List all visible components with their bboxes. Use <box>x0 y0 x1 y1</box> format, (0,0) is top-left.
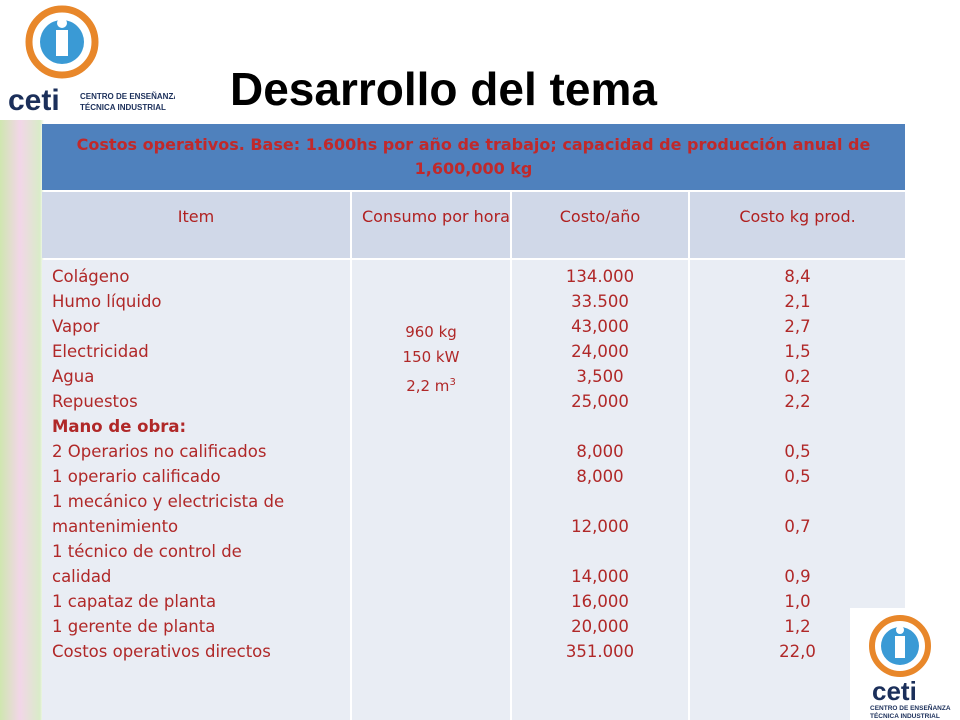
cell-line: 33.500 <box>571 292 629 311</box>
cell-line: 2,1 <box>784 292 811 311</box>
cell-line: 1,0 <box>784 592 811 611</box>
cell-line: 134.000 <box>565 267 635 286</box>
cell: 134.000 33.500 43,000 24,000 3,500 25,000 8,00… <box>512 260 688 720</box>
cell-line: 8,4 <box>784 267 811 286</box>
cell-line: 8,000 <box>576 467 624 486</box>
cell-line: 1,5 <box>784 342 811 361</box>
superscript: 3 <box>449 377 456 388</box>
cell: 960 kg 150 kW 2,2 m3 <box>352 260 510 720</box>
logo-name: ceti <box>8 84 60 117</box>
column-header: Consumo por hora <box>352 192 510 258</box>
logo-line: TÉCNICA INDUSTRIAL <box>870 711 940 720</box>
column-header: Item <box>42 192 350 258</box>
cell-line: 1 técnico de control de <box>52 542 242 561</box>
cell-line: 960 kg <box>352 320 510 345</box>
cell-line: Repuestos <box>52 392 138 411</box>
cell-line: 0,2 <box>784 367 811 386</box>
cell-line: 2,2 <box>784 392 811 411</box>
cell-line: 0,5 <box>784 442 811 461</box>
cell-line: 2,2 m3 <box>352 370 510 399</box>
table-caption: Costos operativos. Base: 1.600hs por año… <box>42 124 905 190</box>
cell-line: 0,9 <box>784 567 811 586</box>
cell-line: Costos operativos directos <box>52 642 271 661</box>
cell: Colágeno Humo líquido Vapor Electricidad Agu… <box>42 260 350 720</box>
cell-text: 960 kg <box>405 323 457 341</box>
cell-text: 2,2 m <box>406 377 450 395</box>
cell-line: 22,0 <box>779 642 816 661</box>
cell-line: Electricidad <box>52 342 149 361</box>
column-header: Costo/año <box>512 192 688 258</box>
cell-line: 1 mecánico y electricista de <box>52 492 285 511</box>
cell-line: 12,000 <box>571 517 629 536</box>
cell-line: 43,000 <box>571 317 629 336</box>
cell-line: 0,7 <box>784 517 811 536</box>
cell-line: 351.000 <box>565 642 635 661</box>
cell-line: Agua <box>52 367 95 386</box>
cell-line: 1,2 <box>784 617 811 636</box>
column-header: Costo kg prod. <box>690 192 905 258</box>
cell-line: 2 Operarios no calificados <box>52 442 267 461</box>
cell-text: 150 kW <box>402 348 460 366</box>
cell-line: Colágeno <box>52 267 130 286</box>
logo-line: TÉCNICA INDUSTRIAL <box>80 103 166 112</box>
cell-line: 24,000 <box>571 342 629 361</box>
logo-name: ceti <box>872 676 917 706</box>
cell-line: 1 operario calificado <box>52 467 221 486</box>
cell-line: 8,000 <box>576 442 624 461</box>
logo-line: CENTRO DE ENSEÑANZA <box>870 703 951 712</box>
cell-line: mantenimiento <box>52 517 179 536</box>
logo-line: CENTRO DE ENSEÑANZA <box>80 92 175 101</box>
cell-line: 1 capataz de planta <box>52 592 217 611</box>
cell-line: 1 gerente de planta <box>52 617 216 636</box>
cell-line: 20,000 <box>571 617 629 636</box>
cell-line: 0,5 <box>784 467 811 486</box>
cell-line: calidad <box>52 567 112 586</box>
cell-line: 150 kW <box>352 345 510 370</box>
cell-line: Humo líquido <box>52 292 162 311</box>
cell-line: 14,000 <box>571 567 629 586</box>
cell-line: Mano de obra: <box>52 417 187 436</box>
cell-line: 25,000 <box>571 392 629 411</box>
cell-line: 16,000 <box>571 592 629 611</box>
title: Desarrollo del tema <box>230 63 657 115</box>
cell-line: 3,500 <box>576 367 624 386</box>
cell-line: 2,7 <box>784 317 811 336</box>
logo: ceti CENTRO DE ENSEÑANZA TÉCNICA INDUSTR… <box>850 608 960 720</box>
cell-line: Vapor <box>52 317 100 336</box>
logo: ceti CENTRO DE ENSEÑANZA TÉCNICA INDUSTR… <box>0 0 175 120</box>
